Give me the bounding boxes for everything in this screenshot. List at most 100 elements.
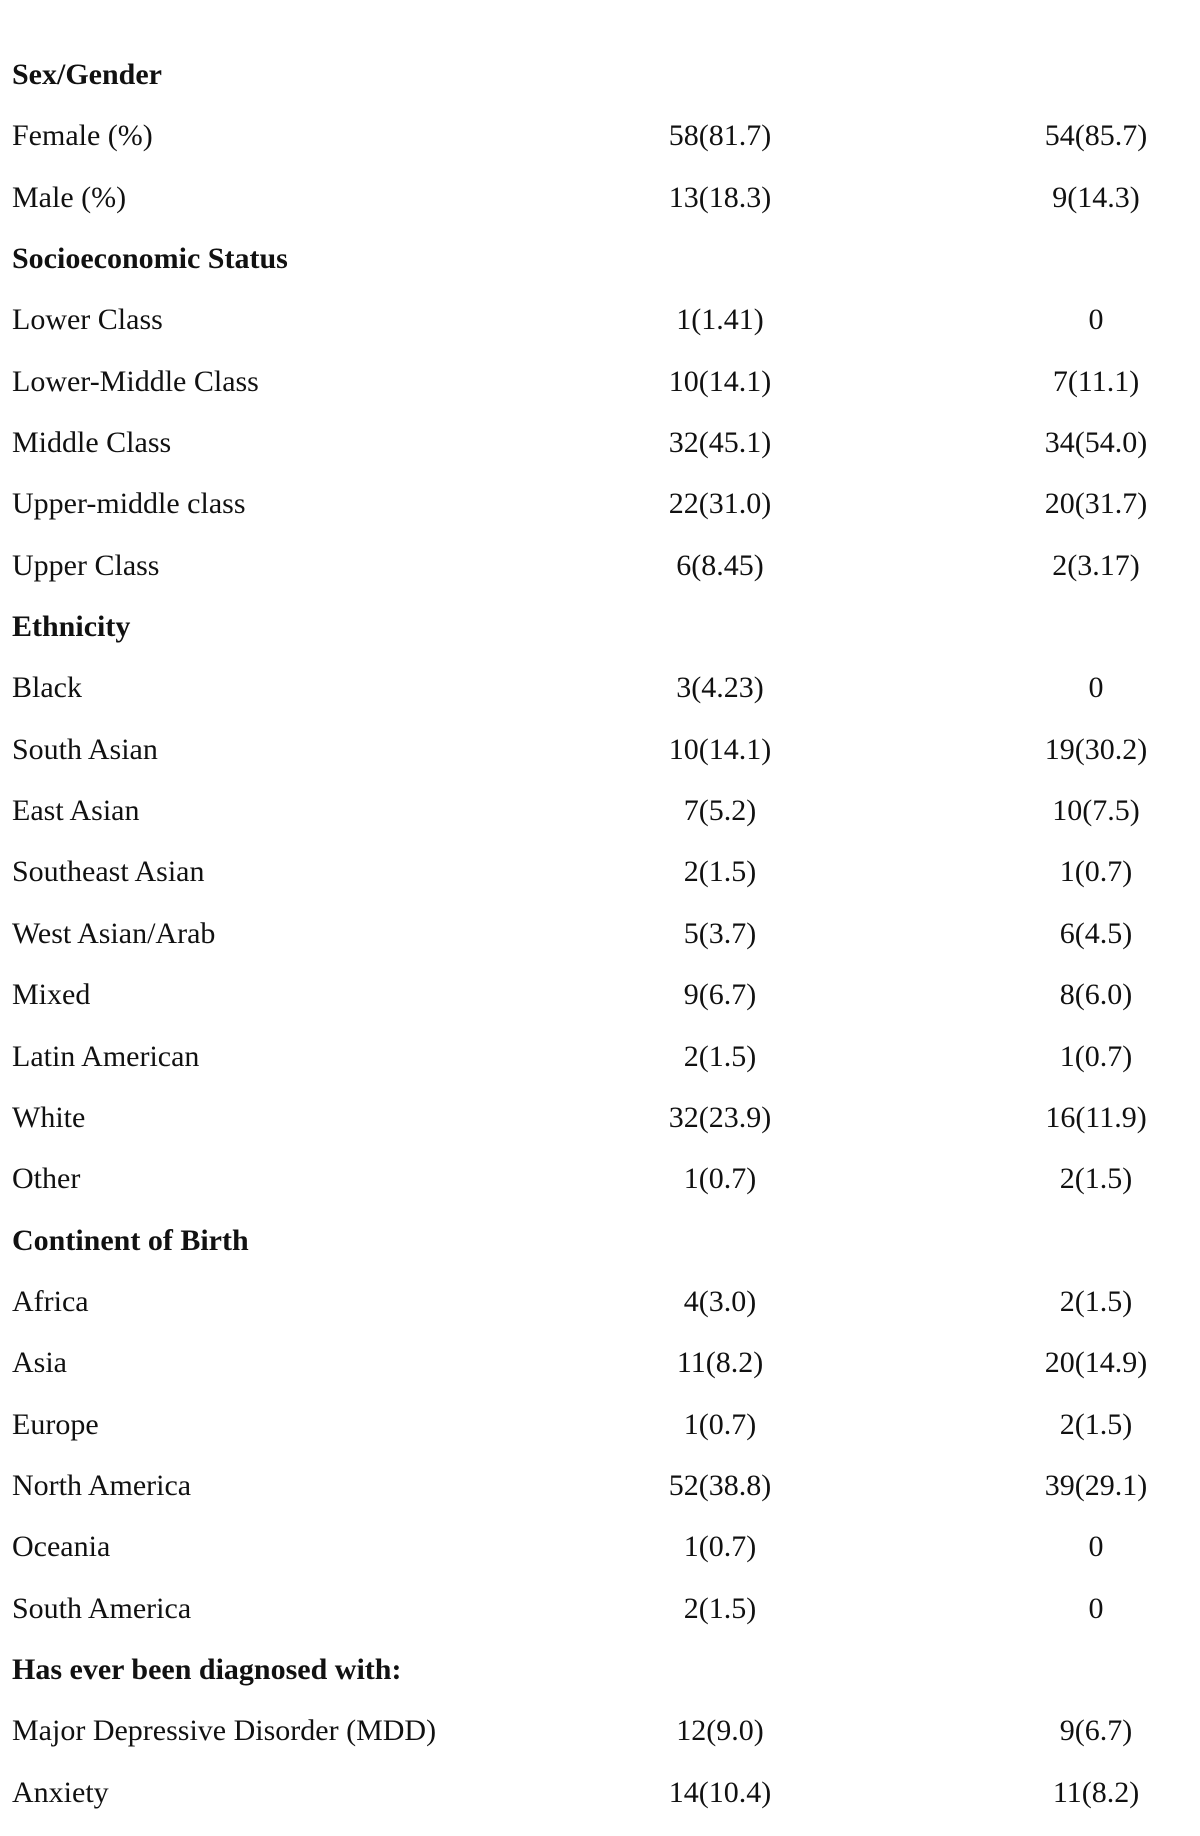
section-title: Socioeconomic Status (12, 242, 288, 276)
section-title: Continent of Birth (12, 1223, 249, 1257)
table-row: East Asian 7(5.2) 10(7.5) (12, 780, 1192, 841)
table-row: Upper Class 6(8.45) 2(3.17) (12, 535, 1192, 596)
row-label: White (12, 1100, 86, 1134)
group-2-value: 6(4.5) (1059, 916, 1133, 950)
group-2-value: 9(6.7) (1059, 1714, 1133, 1748)
table-row: South America 2(1.5) 0 (12, 1578, 1192, 1639)
row-label: Black (12, 671, 82, 705)
group-2-value: 54(85.7) (1044, 119, 1148, 153)
row-label: Anxiety (12, 1775, 109, 1809)
group-2-value: 39(29.1) (1044, 1468, 1148, 1502)
table-row: Southeast Asian 2(1.5) 1(0.7) (12, 841, 1192, 902)
group-1-value: 32(45.1) (668, 426, 772, 460)
group-1-value: 7(5.2) (683, 794, 757, 828)
group-2-value: 2(1.5) (1059, 1284, 1133, 1318)
group-2-value: 11(8.2) (1052, 1775, 1140, 1809)
group-1-value: 4(3.0) (683, 1284, 757, 1318)
row-label: Asia (12, 1346, 67, 1380)
group-1-value: 52(38.8) (668, 1468, 772, 1502)
group-1-value: 13(18.3) (668, 180, 772, 214)
row-label: Oceania (12, 1530, 111, 1564)
table-row: West Asian/Arab 5(3.7) 6(4.5) (12, 903, 1192, 964)
group-2-value: 16(11.9) (1045, 1100, 1147, 1134)
table-row: Lower Class 1(1.41) 0 (12, 289, 1192, 350)
row-label: South Asian (12, 732, 158, 766)
group-1-value: 1(0.7) (683, 1162, 757, 1196)
group-1-value: 10(14.1) (668, 732, 772, 766)
table-row: Female (%) 58(81.7) 54(85.7) (12, 105, 1192, 166)
table-row: Upper-middle class 22(31.0) 20(31.7) (12, 473, 1192, 534)
table-row: Anxiety 14(10.4) 11(8.2) (12, 1762, 1192, 1823)
row-label: South America (12, 1591, 192, 1625)
row-label: Latin American (12, 1039, 200, 1073)
row-label: Upper Class (12, 548, 160, 582)
group-1-value: 22(31.0) (668, 487, 772, 521)
row-label: Mixed (12, 978, 91, 1012)
group-1-value: 11(8.2) (676, 1346, 764, 1380)
group-1-value: 6(8.45) (676, 548, 764, 582)
group-1-value: 14(10.4) (668, 1775, 772, 1809)
row-label: West Asian/Arab (12, 916, 216, 950)
row-label: Male (%) (12, 180, 127, 214)
table-row: Black 3(4.23) 0 (12, 657, 1192, 718)
group-2-value: 2(1.5) (1059, 1162, 1133, 1196)
group-1-value: 2(1.5) (683, 1591, 757, 1625)
group-2-value: 2(3.17) (1052, 548, 1140, 582)
demographics-table: Sex/Gender Female (%) 58(81.7) 54(85.7) Male… (12, 44, 1192, 1823)
section-header-row: Continent of Birth (12, 1210, 1192, 1271)
table-row: Lower-Middle Class 10(14.1) 7(11.1) (12, 351, 1192, 412)
group-1-value: 1(0.7) (683, 1530, 757, 1564)
table-row: Africa 4(3.0) 2(1.5) (12, 1271, 1192, 1332)
row-label: East Asian (12, 794, 140, 828)
group-2-value: 19(30.2) (1044, 732, 1148, 766)
group-2-value: 1(0.7) (1059, 855, 1133, 889)
row-label: Europe (12, 1407, 99, 1441)
table-row: Mixed 9(6.7) 8(6.0) (12, 964, 1192, 1025)
group-2-value: 7(11.1) (1052, 364, 1140, 398)
section-header-row: Ethnicity (12, 596, 1192, 657)
group-2-value: 34(54.0) (1044, 426, 1148, 460)
table-row: Oceania 1(0.7) 0 (12, 1516, 1192, 1577)
row-label: Lower-Middle Class (12, 364, 259, 398)
section-title: Sex/Gender (12, 58, 162, 91)
table-row: Europe 1(0.7) 2(1.5) (12, 1394, 1192, 1455)
group-1-value: 12(9.0) (676, 1714, 764, 1748)
section-header-row: Socioeconomic Status (12, 228, 1192, 289)
table-row: Male (%) 13(18.3) 9(14.3) (12, 167, 1192, 228)
section-header-row: Sex/Gender (12, 44, 1192, 105)
table-row: Other 1(0.7) 2(1.5) (12, 1148, 1192, 1209)
section-header-row: Has ever been diagnosed with: (12, 1639, 1192, 1700)
group-1-value: 9(6.7) (683, 978, 757, 1012)
group-1-value: 2(1.5) (683, 1039, 757, 1073)
row-label: Upper-middle class (12, 487, 246, 521)
group-1-value: 32(23.9) (668, 1100, 772, 1134)
row-label: Major Depressive Disorder (MDD) (12, 1714, 437, 1748)
table-row: Middle Class 32(45.1) 34(54.0) (12, 412, 1192, 473)
group-2-value: 8(6.0) (1059, 978, 1133, 1012)
group-2-value: 2(1.5) (1059, 1407, 1133, 1441)
table-row: North America 52(38.8) 39(29.1) (12, 1455, 1192, 1516)
row-label: Middle Class (12, 426, 172, 460)
row-label: North America (12, 1468, 192, 1502)
group-2-value: 1(0.7) (1059, 1039, 1133, 1073)
group-1-value: 1(0.7) (683, 1407, 757, 1441)
group-2-value: 0 (1088, 671, 1104, 705)
group-1-value: 2(1.5) (683, 855, 757, 889)
group-1-value: 58(81.7) (668, 119, 772, 153)
row-label: Female (%) (12, 119, 153, 153)
group-2-value: 0 (1088, 1530, 1104, 1564)
group-1-value: 3(4.23) (676, 671, 764, 705)
table-row: South Asian 10(14.1) 19(30.2) (12, 719, 1192, 780)
group-2-value: 20(31.7) (1044, 487, 1148, 521)
table-row: Asia 11(8.2) 20(14.9) (12, 1332, 1192, 1393)
group-2-value: 0 (1088, 1591, 1104, 1625)
row-label: Other (12, 1162, 81, 1196)
group-1-value: 1(1.41) (676, 303, 764, 337)
group-2-value: 0 (1088, 303, 1104, 337)
group-2-value: 10(7.5) (1052, 794, 1140, 828)
table-row: Major Depressive Disorder (MDD) 12(9.0) 9(… (12, 1700, 1192, 1761)
section-title: Ethnicity (12, 610, 131, 644)
table-row: White 32(23.9) 16(11.9) (12, 1087, 1192, 1148)
group-2-value: 9(14.3) (1052, 180, 1140, 214)
row-label: Africa (12, 1284, 89, 1318)
